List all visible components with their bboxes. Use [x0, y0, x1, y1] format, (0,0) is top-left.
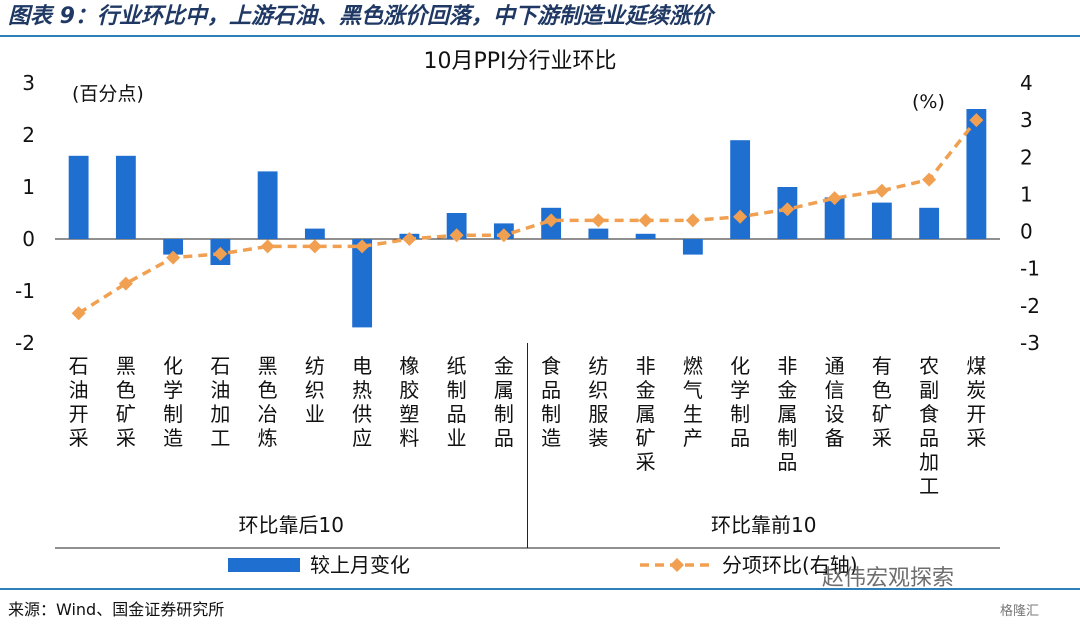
bar-3 [163, 239, 184, 255]
line-marker-4 [213, 246, 228, 261]
line-marker-6 [307, 239, 322, 254]
line-marker-7 [355, 239, 370, 254]
bar-17 [824, 197, 845, 239]
bar-1 [68, 155, 89, 239]
line-marker-15 [733, 209, 748, 224]
line-marker-18 [874, 183, 889, 198]
bar-6 [304, 228, 325, 239]
chart-svg: 10月PPI分行业环比 (百分点) (%) 3 2 1 0 -1 -2 4 3 2 1 0 -1 -2 -… [15, 49, 1040, 577]
right-tick-label: 0 [1020, 220, 1033, 244]
left-axis-unit-label: (百分点) [72, 83, 144, 105]
category-label: 石油加工 [210, 354, 230, 450]
left-tick-label: 2 [22, 123, 35, 147]
right-tick-label: -1 [1020, 257, 1040, 281]
right-tick-label: 4 [1020, 71, 1033, 95]
category-label: 有色矿采 [872, 354, 892, 450]
category-label: 纺织业 [305, 354, 325, 426]
category-label: 非金属制品 [777, 354, 797, 474]
line-marker-2 [118, 276, 133, 291]
line-marker-10 [496, 228, 511, 243]
group-label: 环比靠前10 [711, 513, 816, 537]
line-marker-8 [402, 232, 417, 246]
legend-line-label: 分项环比(右轴) [722, 553, 858, 577]
bar-19 [919, 207, 940, 239]
watermark: 赵伟宏观探索 [822, 566, 955, 591]
bar-2 [115, 155, 136, 239]
category-label: 煤炭开采 [966, 354, 986, 450]
bar-5 [257, 171, 278, 239]
line-marker-5 [260, 239, 275, 254]
line-marker-13 [638, 213, 653, 228]
line-marker-17 [827, 191, 842, 206]
category-label: 纸制品业 [447, 354, 467, 450]
line-marker-3 [166, 250, 181, 265]
legend-line-marker [670, 558, 684, 572]
legend-bar-swatch [228, 558, 300, 572]
category-label: 化学制造 [163, 354, 183, 450]
bar-12 [588, 228, 609, 239]
left-tick-label: -2 [15, 331, 35, 355]
source-divider [0, 588, 1080, 590]
line-series-path [77, 119, 978, 315]
right-tick-label: 3 [1020, 108, 1033, 132]
bar-15 [730, 140, 751, 239]
category-label: 石油开采 [69, 354, 89, 450]
category-label: 食品制造 [541, 354, 561, 450]
chart-title: 10月PPI分行业环比 [423, 49, 616, 74]
category-label: 黑色冶炼 [258, 354, 278, 450]
plot-area: 3 2 1 0 -1 -2 4 3 2 1 0 -1 -2 -3 石油开采 黑色矿采 化学制造 石油加工 黑色冶炼 纺… [15, 71, 1040, 577]
group-label: 环比靠后10 [239, 513, 344, 537]
bar-7 [352, 239, 373, 328]
bar-20 [966, 109, 987, 239]
category-label: 金属制品 [494, 354, 514, 450]
right-axis-unit-label: (%) [912, 91, 945, 113]
bar-9 [446, 213, 467, 239]
category-label: 非金属矿采 [636, 354, 656, 474]
bar-18 [871, 202, 892, 239]
left-tick-label: 1 [22, 175, 35, 199]
bar-14 [682, 239, 703, 255]
figure-title: 图表 9：行业环比中，上游石油、黑色涨价回落，中下游制造业延续涨价 [8, 4, 713, 29]
line-marker-1 [71, 306, 86, 321]
category-label: 纺织服装 [588, 354, 608, 450]
line-marker-14 [685, 213, 700, 228]
line-marker-19 [922, 172, 937, 187]
category-label: 农副食品加工 [919, 354, 939, 498]
line-marker-9 [449, 228, 464, 243]
line-marker-20 [969, 113, 984, 128]
category-label: 通信设备 [825, 354, 845, 450]
right-tick-label: 1 [1020, 182, 1033, 206]
right-tick-label: -2 [1020, 294, 1040, 318]
category-label: 化学制品 [730, 354, 750, 450]
watermark-logo-text: 格隆汇 [1000, 604, 1040, 619]
chart-container: 10月PPI分行业环比 (百分点) (%) 3 2 1 0 -1 -2 4 3 2 1 0 -1 -2 -… [0, 38, 1080, 588]
line-marker-16 [780, 202, 795, 217]
category-label: 黑色矿采 [116, 354, 136, 450]
left-tick-label: 3 [22, 71, 35, 95]
left-tick-label: -1 [15, 279, 35, 303]
line-marker-12 [591, 213, 606, 228]
legend-bar-label: 较上月变化 [310, 553, 410, 577]
right-tick-label: -3 [1020, 331, 1040, 355]
right-tick-label: 2 [1020, 145, 1033, 169]
line-marker-11 [544, 213, 559, 228]
source-note: 来源：Wind、国金证券研究所 [8, 600, 225, 619]
bar-13 [635, 233, 656, 239]
title-divider [0, 35, 1080, 37]
category-label: 燃气生产 [683, 354, 703, 450]
category-label: 橡胶塑料 [399, 354, 419, 450]
category-label: 电热供应 [352, 354, 372, 450]
left-tick-label: 0 [22, 227, 35, 251]
